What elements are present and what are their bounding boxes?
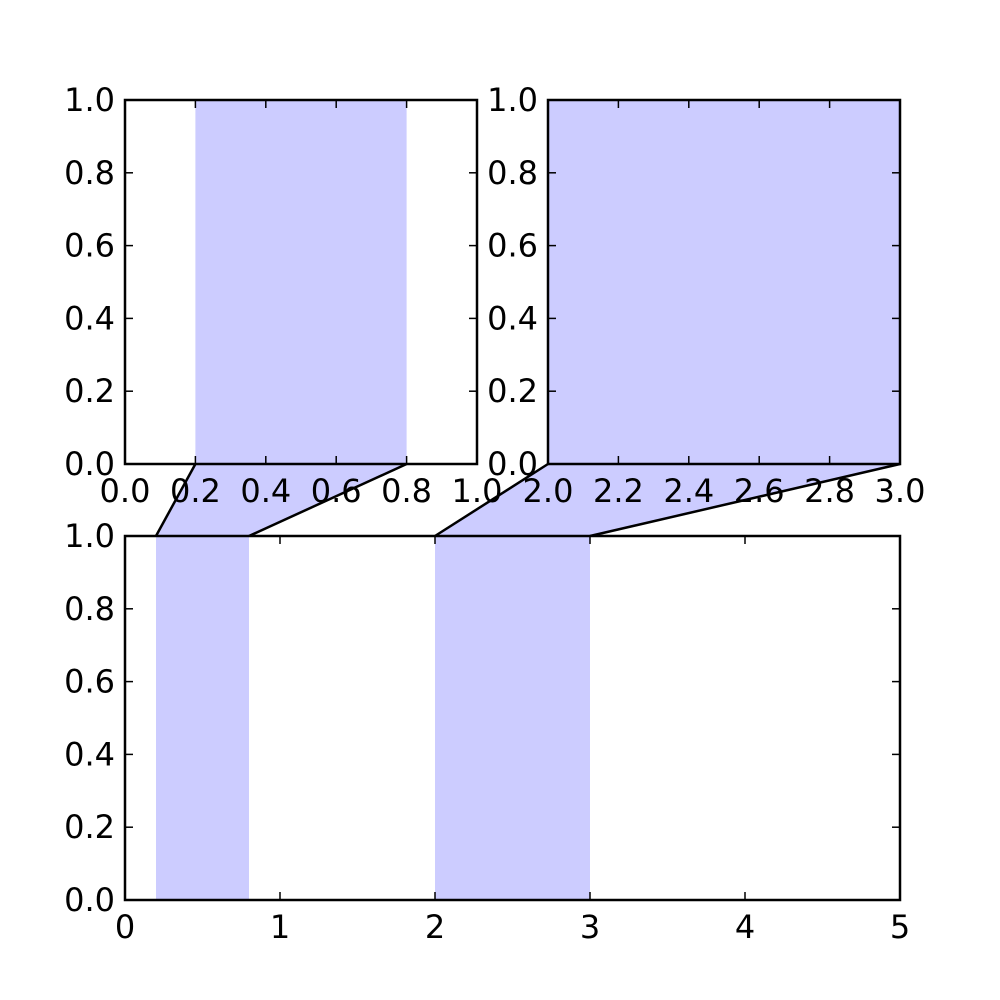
y-tick-label: 0.6 — [487, 227, 538, 265]
x-tick-label: 5 — [890, 908, 910, 946]
axes-group: 0.0 0.2 0.4 0.6 0.8 1.00.00.20.40.60.81.02.0 2… — [64, 81, 925, 946]
axes-frame — [123, 98, 479, 466]
y-tick-label: 1.0 — [487, 81, 538, 119]
x-tick-label: 2 — [425, 908, 445, 946]
x-tick-label: 0.6 — [311, 472, 362, 510]
x-tick-label: 3 — [580, 908, 600, 946]
y-tick-label: 0.0 — [64, 881, 115, 919]
y-tick-label: 1.0 — [64, 517, 115, 555]
x-tick-label: 0.2 — [170, 472, 221, 510]
axes-frame — [123, 534, 902, 902]
x-tick-label: 2.2 — [593, 472, 644, 510]
connector-patch-0 — [156, 464, 407, 536]
connector-patch-1 — [435, 464, 900, 536]
y-tick-label: 0.8 — [487, 154, 538, 192]
connector-line — [154, 463, 197, 537]
axes-bottom: 0 1 2 3 4 5 0.0 0.2 0.4 0.6 0.8 1.0 — [64, 517, 910, 946]
connector-line — [434, 462, 549, 538]
axes-top-right: 2.0 2.2 2.4 2.6 2.8 3.0 0.0 0.2 0.4 0.6 0.8 1.0 — [487, 81, 925, 510]
span-0 — [156, 536, 249, 900]
y-tick-label: 0.0 — [487, 445, 538, 483]
x-tick-label: 0.4 — [240, 472, 291, 510]
y-tick-label: 0.8 — [64, 154, 115, 192]
connector-line — [248, 462, 408, 538]
x-tick-label: 0.0 — [100, 472, 151, 510]
x-tick-label: 0 — [115, 908, 135, 946]
axes-top-left: 0.0 0.2 0.4 0.6 0.8 1.0 0.0 0.2 0.4 0.6 0.8 1.0 — [64, 81, 502, 510]
zoom-connectors — [154, 462, 901, 538]
span-0 — [195, 100, 407, 464]
axes-frame — [546, 98, 902, 466]
span-1 — [435, 536, 590, 900]
y-tick-label: 0.4 — [487, 299, 538, 337]
x-tick-label: 3.0 — [875, 472, 926, 510]
y-tick-label: 1.0 — [64, 81, 115, 119]
y-tick-label: 0.6 — [64, 663, 115, 701]
y-tick-label: 0.6 — [64, 227, 115, 265]
y-tick-label: 0.8 — [64, 590, 115, 628]
y-tick-label: 0.2 — [64, 808, 115, 846]
span-0 — [548, 100, 900, 464]
y-tick-label: 0.4 — [64, 735, 115, 773]
x-tick-label: 2.4 — [663, 472, 714, 510]
connector-line — [589, 462, 901, 538]
x-tick-label: 0.8 — [381, 472, 432, 510]
x-tick-label: 4 — [735, 908, 755, 946]
x-tick-label: 1.0 — [452, 472, 503, 510]
x-tick-label: 2.6 — [734, 472, 785, 510]
x-tick-label: 1 — [270, 908, 290, 946]
x-tick-label: 2.8 — [804, 472, 855, 510]
y-tick-label: 0.2 — [487, 372, 538, 410]
y-tick-label: 0.0 — [64, 445, 115, 483]
y-tick-label: 0.2 — [64, 372, 115, 410]
y-tick-label: 0.4 — [64, 299, 115, 337]
x-tick-label: 2.0 — [523, 472, 574, 510]
